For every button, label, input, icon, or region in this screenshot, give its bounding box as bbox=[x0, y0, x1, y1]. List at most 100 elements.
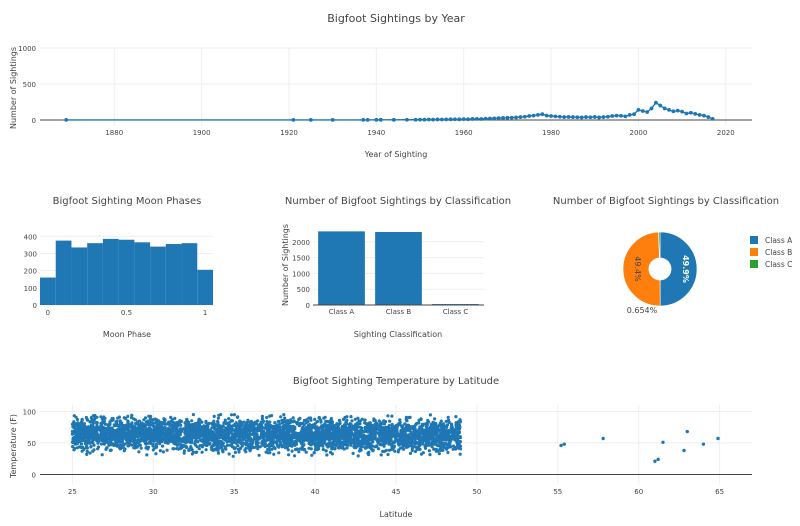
scatter-point bbox=[295, 438, 299, 442]
scatter-point bbox=[356, 423, 360, 427]
scatter-point bbox=[411, 432, 415, 436]
scatter-point bbox=[137, 442, 141, 447]
data-point bbox=[623, 114, 628, 119]
scatter-point bbox=[195, 425, 199, 429]
scatter-point bbox=[349, 415, 353, 419]
scatter-point bbox=[185, 419, 189, 423]
scatter-point bbox=[154, 438, 158, 442]
scatter-point bbox=[230, 434, 234, 438]
scatter-point bbox=[256, 436, 260, 440]
scatter-point bbox=[85, 440, 89, 444]
data-point bbox=[431, 117, 436, 122]
data-point bbox=[557, 114, 562, 119]
data-point bbox=[509, 115, 514, 120]
scatter-point bbox=[173, 426, 177, 430]
scatter-point bbox=[88, 451, 92, 455]
scatter-point bbox=[179, 443, 183, 447]
scatter-point bbox=[423, 434, 427, 438]
scatter-point bbox=[139, 446, 143, 450]
scatter-point bbox=[109, 448, 113, 452]
scatter-point bbox=[147, 431, 151, 435]
scatter-point bbox=[365, 425, 369, 429]
scatter-point bbox=[445, 437, 449, 441]
scatter-point bbox=[314, 421, 318, 425]
scatter-point bbox=[319, 436, 323, 441]
scatter-point bbox=[234, 425, 238, 429]
y-tick-label: 100 bbox=[23, 408, 36, 416]
scatter-point bbox=[288, 429, 292, 433]
scatter-point bbox=[166, 441, 170, 445]
scatter-point bbox=[297, 417, 301, 421]
scatter-point bbox=[71, 445, 75, 449]
scatter-point bbox=[275, 429, 279, 433]
scatter-point bbox=[226, 424, 230, 428]
scatter-point bbox=[424, 422, 428, 426]
scatter-point bbox=[221, 424, 225, 428]
scatter-point bbox=[212, 419, 216, 423]
y-tick-label: 2000 bbox=[292, 239, 310, 247]
scatter-point bbox=[85, 452, 89, 456]
scatter-point bbox=[216, 419, 220, 424]
scatter-point bbox=[234, 441, 238, 445]
scatter-point bbox=[436, 429, 440, 433]
scatter-point bbox=[349, 424, 353, 429]
scatter-point-cloud bbox=[70, 413, 463, 458]
data-point bbox=[566, 115, 571, 119]
scatter-point bbox=[429, 427, 433, 431]
scatter-point bbox=[420, 442, 424, 446]
scatter-point bbox=[353, 417, 357, 421]
data-point bbox=[627, 113, 632, 117]
scatter-point bbox=[268, 451, 272, 455]
data-point bbox=[479, 117, 484, 121]
scatter-point bbox=[204, 421, 208, 425]
scatter-point bbox=[337, 446, 341, 450]
scatter-point bbox=[165, 422, 169, 426]
scatter-point bbox=[130, 437, 134, 441]
data-point bbox=[413, 117, 418, 122]
scatter-point bbox=[244, 423, 248, 427]
scatter-point bbox=[134, 428, 138, 432]
scatter-point bbox=[399, 446, 403, 450]
scatter-point bbox=[217, 429, 221, 433]
data-point bbox=[496, 116, 501, 121]
data-point bbox=[457, 117, 462, 122]
scatter-point bbox=[336, 439, 340, 443]
scatter-point bbox=[156, 431, 160, 435]
scatter-point bbox=[304, 421, 308, 425]
scatter-point bbox=[223, 445, 227, 449]
scatter-point bbox=[333, 433, 337, 437]
scatter-point bbox=[324, 433, 328, 437]
x-tick-label: Class C bbox=[443, 308, 469, 316]
x-axis-label: Year of Sighting bbox=[364, 150, 428, 159]
scatter-point bbox=[421, 430, 425, 435]
scatter-point bbox=[230, 440, 234, 444]
scatter-point bbox=[174, 433, 178, 437]
scatter-point bbox=[413, 426, 417, 430]
scatter-point bbox=[301, 430, 305, 434]
scatter-point bbox=[453, 430, 457, 434]
data-point bbox=[706, 115, 711, 119]
scatter-point bbox=[150, 429, 154, 433]
scatter-point bbox=[284, 445, 288, 449]
scatter-point bbox=[229, 443, 234, 447]
scatter-point bbox=[227, 431, 231, 436]
scatter-point bbox=[401, 439, 405, 443]
scatter-point bbox=[415, 441, 420, 445]
y-axis-label: Temperature (F) bbox=[9, 414, 18, 479]
scatter-point bbox=[260, 435, 264, 439]
scatter-point bbox=[117, 438, 121, 442]
scatter-point bbox=[204, 448, 208, 452]
scatter-point bbox=[118, 420, 122, 425]
scatter-point bbox=[126, 419, 130, 423]
scatter-point bbox=[155, 422, 159, 426]
scatter-point bbox=[382, 449, 386, 454]
scatter-point bbox=[145, 445, 149, 449]
scatter-point bbox=[93, 413, 97, 418]
scatter-point bbox=[280, 421, 285, 425]
scatter-point bbox=[141, 422, 145, 426]
scatter-point bbox=[214, 439, 218, 443]
scatter-point bbox=[444, 434, 448, 438]
scatter-point bbox=[99, 421, 103, 425]
scatter-point bbox=[321, 447, 325, 452]
scatter-point bbox=[395, 426, 399, 430]
